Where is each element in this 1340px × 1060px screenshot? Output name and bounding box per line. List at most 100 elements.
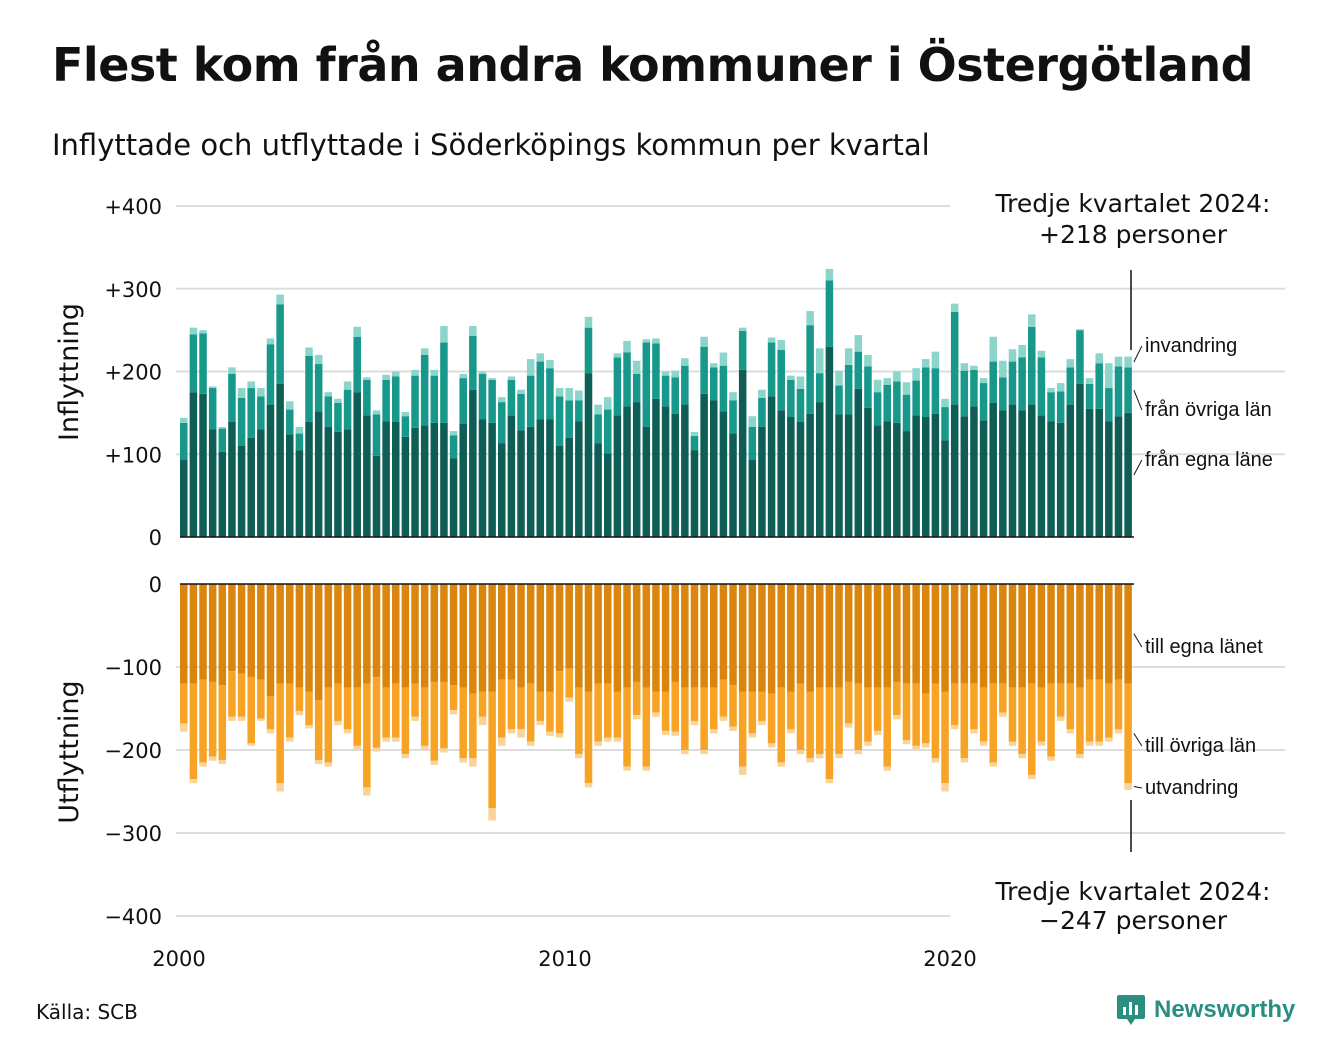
bar-segment	[584, 373, 593, 537]
bar-segment	[353, 687, 361, 746]
bar-segment	[1047, 392, 1055, 422]
bar-segment	[1105, 584, 1113, 684]
bar-segment	[710, 584, 718, 688]
bar-segment	[1105, 683, 1113, 738]
bar-segment	[189, 334, 198, 393]
bar-segment	[411, 427, 419, 537]
bar-segment	[334, 720, 342, 726]
bar-segment	[459, 373, 467, 379]
bar-segment	[777, 584, 785, 688]
bar-segment	[950, 303, 959, 312]
bar-segment	[893, 715, 901, 720]
bar-segment	[1056, 716, 1065, 721]
bar-segment	[1037, 687, 1046, 742]
bar-segment	[623, 687, 631, 767]
bar-segment	[411, 369, 419, 376]
bar-segment	[565, 388, 573, 401]
bar-segment	[864, 687, 872, 742]
bar-segment	[613, 737, 622, 742]
bar-segment	[835, 414, 843, 537]
bar-segment	[584, 783, 593, 788]
bar-segment	[507, 584, 516, 680]
bar-segment	[555, 445, 564, 538]
bar-segment	[854, 335, 863, 352]
bar-segment	[777, 762, 785, 767]
bar-segment	[883, 421, 891, 537]
bar-segment	[931, 413, 940, 537]
bar-segment	[334, 431, 342, 537]
bar-segment	[392, 421, 400, 537]
bar-segment	[536, 361, 545, 420]
bar-segment	[796, 388, 805, 422]
bar-segment	[719, 411, 728, 537]
bar-segment	[1124, 367, 1132, 413]
ylabel-inflyttning: Inflyttning	[54, 303, 85, 441]
bar-segment	[295, 433, 304, 451]
bar-segment	[382, 421, 390, 537]
bar-segment	[363, 415, 371, 537]
bar-segment	[372, 584, 381, 677]
bar-segment	[594, 683, 602, 742]
bar-segment	[632, 360, 641, 374]
bar-segment	[1095, 741, 1103, 746]
bar-segment	[710, 367, 718, 401]
bar-segment	[661, 371, 670, 376]
bar-segment	[1076, 687, 1084, 755]
bar-segment	[266, 584, 275, 697]
bar-segment	[276, 294, 284, 305]
bar-segment	[1008, 741, 1017, 746]
bar-segment	[652, 712, 660, 717]
bar-segment	[575, 390, 583, 401]
bar-segment	[1105, 421, 1113, 537]
bar-segment	[912, 745, 920, 750]
bar-segment	[652, 691, 660, 713]
bar-segment	[758, 691, 766, 721]
bar-segment	[671, 731, 679, 736]
bar-segment	[902, 382, 911, 395]
bar-segment	[1085, 679, 1094, 742]
bar-segment	[979, 378, 988, 384]
bar-segment	[922, 743, 930, 748]
bar-segment	[873, 379, 882, 393]
x-tick-2010: 2010	[538, 947, 591, 971]
bar-segment	[941, 691, 949, 784]
label-connector	[1133, 633, 1143, 648]
bar-segment	[1066, 359, 1075, 368]
bar-segment	[334, 584, 342, 684]
bar-segment	[632, 373, 641, 403]
bar-segment	[363, 584, 371, 684]
bar-segment	[247, 388, 255, 438]
bar-segment	[1105, 737, 1113, 742]
bar-segment	[642, 426, 651, 537]
bar-segment	[594, 443, 602, 537]
bar-segment	[498, 443, 506, 537]
y-tick: 0	[149, 573, 162, 597]
bar-segment	[180, 723, 188, 732]
bar-segment	[1047, 388, 1055, 393]
y-tick: −100	[104, 656, 162, 680]
bar-segment	[526, 741, 535, 746]
bar-segment	[488, 584, 496, 692]
bar-segment	[931, 368, 940, 414]
bar-segment	[276, 683, 284, 784]
bar-segment	[546, 731, 554, 736]
bar-segment	[565, 668, 573, 698]
bar-segment	[738, 327, 747, 331]
bar-segment	[690, 436, 699, 451]
bar-segment	[189, 327, 198, 335]
bar-segment	[286, 401, 294, 410]
bar-segment	[498, 737, 506, 746]
bar-segment	[594, 584, 602, 684]
bar-segment	[729, 433, 737, 537]
bar-segment	[382, 584, 390, 688]
bar-segment	[844, 584, 853, 682]
annotation-top-bg	[950, 182, 1285, 252]
bar-segment	[806, 691, 814, 759]
bar-segment	[632, 402, 641, 537]
bar-segment	[507, 729, 516, 734]
bar-segment	[1124, 412, 1132, 538]
x-tick-2000: 2000	[152, 947, 205, 971]
bar-segment	[767, 337, 776, 343]
bar-segment	[228, 421, 236, 537]
